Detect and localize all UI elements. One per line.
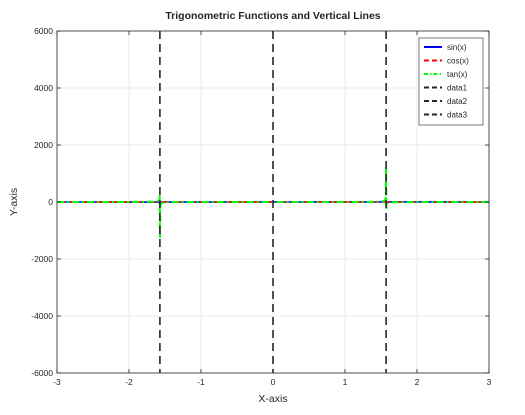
y-tick-label: 4000: [34, 83, 53, 93]
y-tick-label: -6000: [31, 368, 53, 378]
legend-label: data1: [447, 84, 468, 93]
x-tick-label: -1: [197, 377, 205, 387]
legend-label: cos(x): [447, 57, 469, 66]
chart-title: Trigonometric Functions and Vertical Lin…: [165, 10, 380, 22]
y-axis-label: Y-axis: [8, 188, 20, 216]
y-tick-label: 2000: [34, 140, 53, 150]
y-tick-label: 0: [48, 197, 53, 207]
y-tick-label: 6000: [34, 26, 53, 36]
x-tick-label: 1: [343, 377, 348, 387]
x-tick-label: -2: [125, 377, 133, 387]
y-tick-label: -2000: [31, 254, 53, 264]
y-tick-label: -4000: [31, 311, 53, 321]
x-tick-label: -3: [53, 377, 61, 387]
x-tick-label: 2: [415, 377, 420, 387]
legend-label: data2: [447, 97, 468, 106]
x-axis-label: X-axis: [258, 393, 287, 405]
legend: sin(x) cos(x) tan(x) data1 data2 data3: [419, 38, 483, 125]
legend-label: data3: [447, 111, 468, 120]
x-tick-label: 3: [487, 377, 492, 387]
legend-label: tan(x): [447, 70, 468, 79]
x-tick-label: 0: [271, 377, 276, 387]
legend-label: sin(x): [447, 43, 467, 52]
